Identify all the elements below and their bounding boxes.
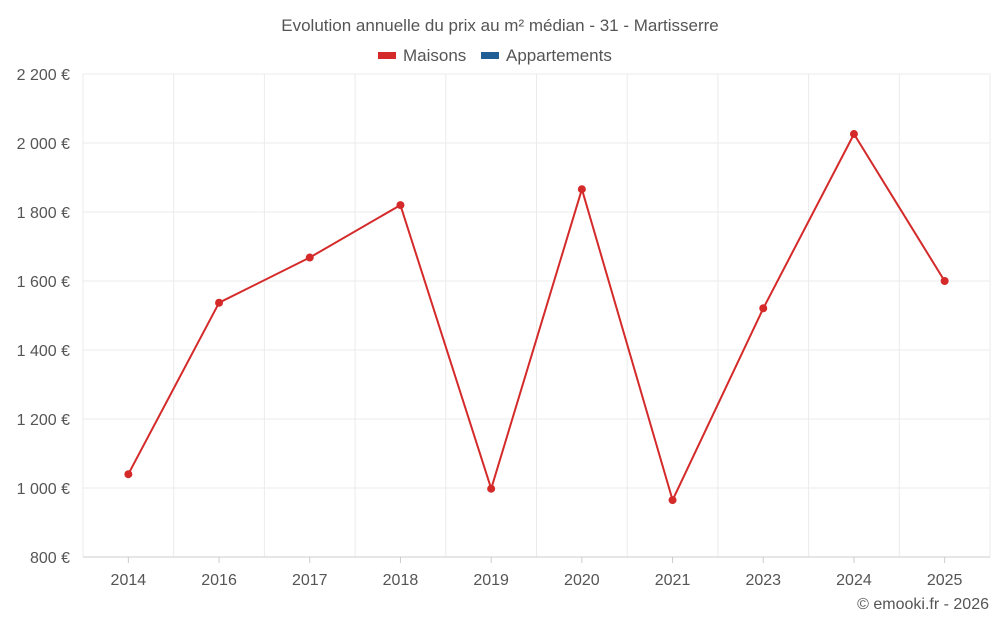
data-point-maisons-2020[interactable] — [577, 185, 586, 194]
x-tick-label: 2024 — [836, 572, 872, 589]
legend-swatch-maisons — [378, 52, 396, 59]
data-point-maisons-2014[interactable] — [124, 470, 133, 479]
y-tick-label: 2 000 € — [17, 136, 70, 153]
series-points — [124, 130, 949, 505]
series-line-maisons — [127, 133, 946, 502]
legend-item-maisons[interactable]: Maisons — [378, 46, 466, 65]
legend: Maisons Appartements — [378, 46, 612, 65]
legend-swatch-appartements — [481, 52, 499, 59]
x-tick-label: 2023 — [745, 572, 781, 589]
data-point-maisons-2025[interactable] — [940, 277, 949, 285]
x-tick-label: 2025 — [927, 572, 963, 589]
legend-label-appartements: Appartements — [506, 46, 612, 65]
y-tick-label: 1 400 € — [17, 343, 70, 360]
x-tick-label: 2018 — [383, 572, 419, 589]
x-tick-label: 2017 — [292, 572, 328, 589]
x-gridlines — [82, 74, 991, 557]
data-point-maisons-2016[interactable] — [215, 298, 224, 307]
data-point-maisons-2017[interactable] — [305, 253, 314, 262]
series-lines — [127, 133, 946, 502]
y-tick-label: 1 600 € — [17, 274, 70, 291]
legend-item-appartements[interactable]: Appartements — [481, 46, 612, 65]
x-axis-tick-labels: 2014 2016 2017 2018 2019 2020 2021 2023 2024 2025 — [111, 557, 963, 589]
y-tick-label: 1 200 € — [17, 412, 70, 429]
y-tick-label: 1 000 € — [17, 481, 70, 498]
data-point-maisons-2023[interactable] — [759, 304, 768, 313]
y-tick-label: 2 200 € — [17, 67, 70, 84]
data-point-maisons-2021[interactable] — [668, 496, 677, 505]
y-axis-tick-labels: 800 € 1 000 € 1 200 € 1 400 € 1 600 € 1 800 €… — [17, 67, 70, 567]
x-tick-label: 2020 — [564, 572, 600, 589]
copyright-footer: © emooki.fr - 2026 — [857, 596, 989, 613]
y-tick-label: 1 800 € — [17, 205, 70, 222]
data-point-maisons-2018[interactable] — [396, 201, 405, 210]
x-tick-label: 2014 — [111, 572, 147, 589]
legend-label-maisons: Maisons — [403, 46, 466, 65]
x-tick-label: 2019 — [473, 572, 509, 589]
x-tick-label: 2021 — [655, 572, 691, 589]
y-tick-label: 800 € — [30, 550, 70, 567]
x-tick-label: 2016 — [201, 572, 237, 589]
data-point-maisons-2024[interactable] — [849, 130, 858, 139]
data-point-maisons-2019[interactable] — [487, 484, 496, 493]
chart-title: Evolution annuelle du prix au m² médian … — [281, 16, 718, 35]
